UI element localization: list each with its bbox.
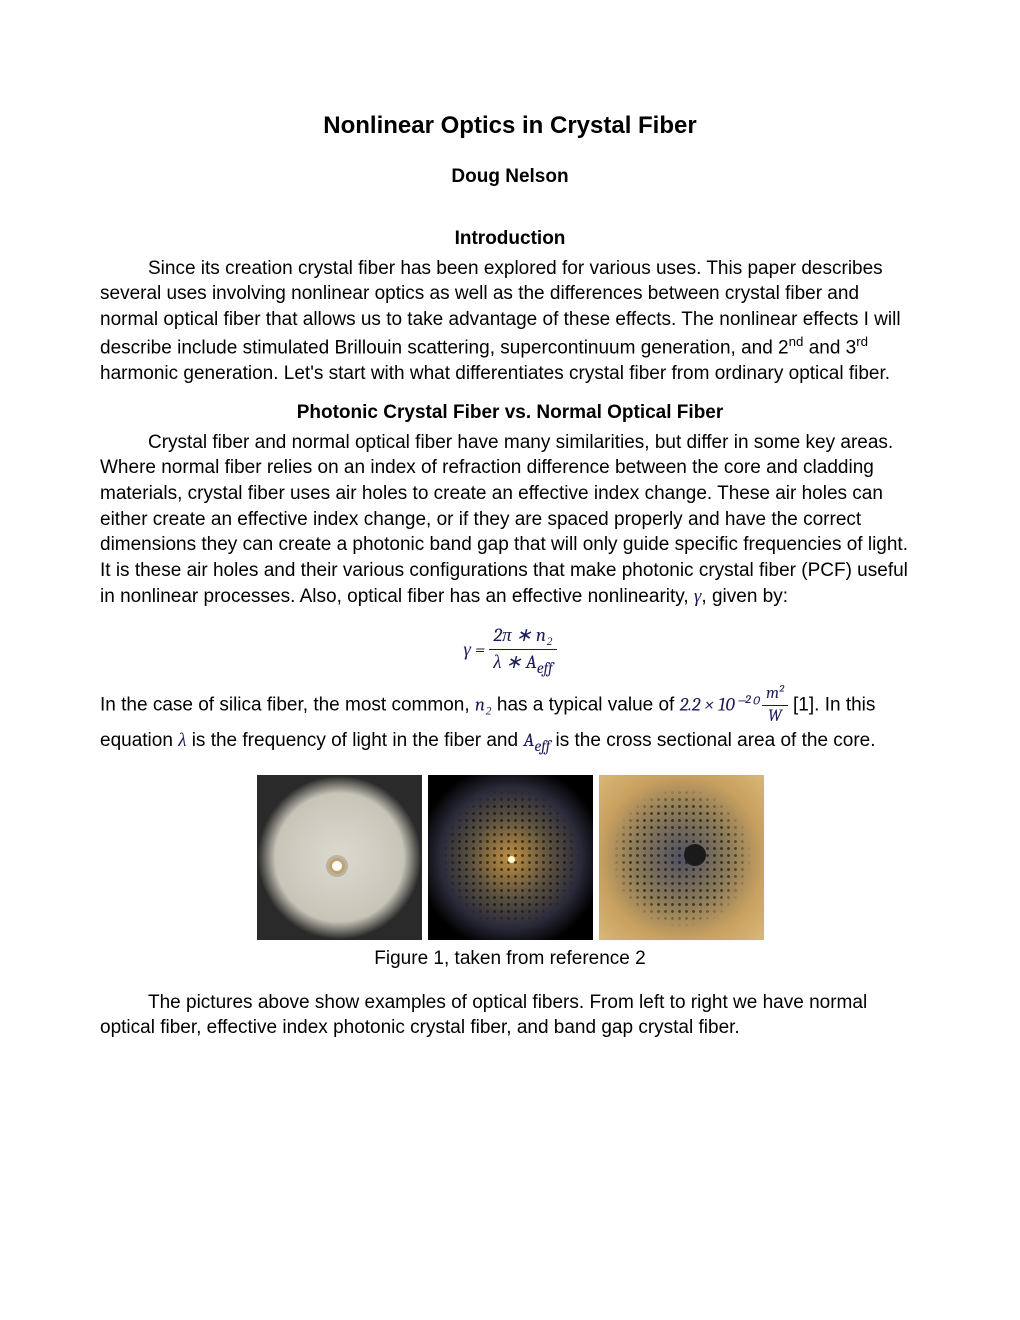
eq-numerator: 2π ∗ n₂ xyxy=(489,623,556,650)
pcf-body1-post: , given by: xyxy=(701,586,788,607)
pcf-body2a: In the case of silica fiber, the most co… xyxy=(100,694,475,715)
section-heading-pcf: Photonic Crystal Fiber vs. Normal Optica… xyxy=(100,400,920,426)
figure-1 xyxy=(100,775,920,940)
figure-panel-bandgap-pcf xyxy=(599,775,764,940)
page-title: Nonlinear Optics in Crystal Fiber xyxy=(100,110,920,142)
intro-text-post: harmonic generation. Let's start with wh… xyxy=(100,363,890,384)
n2-symbol: n₂ xyxy=(475,693,492,715)
section-heading-intro: Introduction xyxy=(100,226,920,252)
pcf-body1-pre: Crystal fiber and normal optical fiber h… xyxy=(100,432,908,607)
pcf-body2b: has a typical value of xyxy=(492,694,680,715)
unit-num: m² xyxy=(762,683,788,706)
pcf-body2e: is the cross sectional area of the core. xyxy=(550,730,875,751)
intro-text-pre: Since its creation crystal fiber has bee… xyxy=(100,258,901,358)
figure-panel-effective-index-pcf xyxy=(428,775,593,940)
eq-lhs: γ = xyxy=(463,639,485,661)
n2-value: 2.2 × 10⁻²⁰ xyxy=(680,693,763,715)
equation-gamma: γ = 2π ∗ n₂ λ ∗ Aeff xyxy=(100,623,920,679)
pcf-paragraph-3: The pictures above show examples of opti… xyxy=(100,990,920,1041)
sup-2nd: nd xyxy=(789,334,804,349)
intro-text-mid: and 3 xyxy=(803,337,856,358)
pcf-paragraph-1: Crystal fiber and normal optical fiber h… xyxy=(100,430,920,609)
aeff-symbol: Aeff xyxy=(523,729,550,751)
author-name: Doug Nelson xyxy=(100,164,920,190)
intro-paragraph: Since its creation crystal fiber has bee… xyxy=(100,256,920,387)
figure-caption: Figure 1, taken from reference 2 xyxy=(100,946,920,972)
pcf-body2d: is the frequency of light in the fiber a… xyxy=(186,730,523,751)
sup-3rd: rd xyxy=(856,334,868,349)
eq-denominator: λ ∗ Aeff xyxy=(489,650,556,679)
unit-den: W xyxy=(762,706,788,728)
figure-panel-normal-fiber xyxy=(257,775,422,940)
pcf-paragraph-2: In the case of silica fiber, the most co… xyxy=(100,683,920,757)
